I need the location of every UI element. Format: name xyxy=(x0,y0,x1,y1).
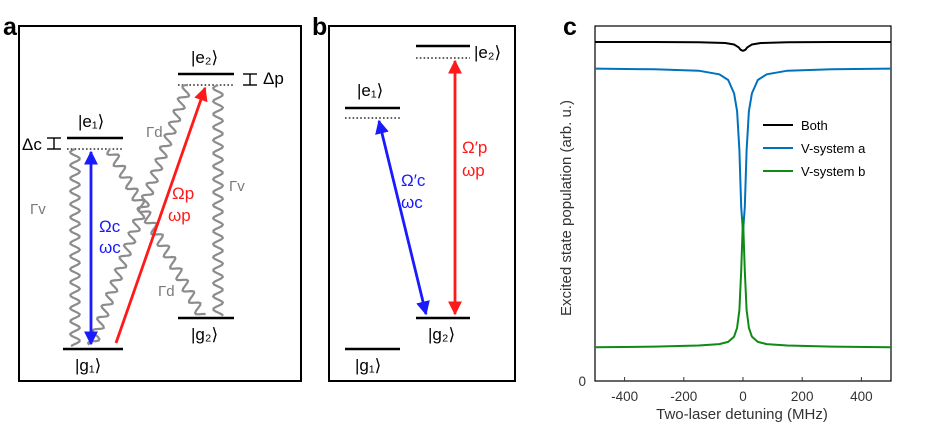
panel-b-letter: b xyxy=(312,13,327,41)
panel-c: c Two-laser detuning (MHz) Excited state… xyxy=(558,13,892,423)
plot-frame xyxy=(594,25,892,382)
decay-wave-gv-right xyxy=(211,84,225,317)
label-freq-p-a: ωp xyxy=(168,206,191,225)
label-g1-b: |g₁⟩ xyxy=(355,356,381,375)
label-delta-p: Δp xyxy=(263,69,284,88)
panel-a-letter: a xyxy=(3,13,18,41)
label-e2-b: |e₂⟩ xyxy=(474,43,501,62)
label-e1-b: |e₁⟩ xyxy=(357,81,383,100)
label-freq-c-b: ωc xyxy=(401,193,423,212)
detuning-marker-p xyxy=(243,73,257,86)
label-gamma-d-bottom: Γd xyxy=(158,283,175,300)
x-tick-label: 0 xyxy=(739,389,747,404)
series-line-3 xyxy=(594,216,892,349)
decay-wave-gd-bottom xyxy=(106,148,206,316)
label-omega-p-b: Ω′p xyxy=(462,138,487,157)
y-axis-label: Excited state population (arb. u.) xyxy=(558,100,575,316)
panel-c-letter: c xyxy=(563,13,577,41)
x-tick-label: 400 xyxy=(850,389,873,404)
series-line-1 xyxy=(595,41,891,52)
label-gamma-d-top: Γd xyxy=(146,124,163,141)
label-omega-c-b: Ω′c xyxy=(401,171,426,190)
panel-b: b |e₁⟩ |e₂⟩ |g₁⟩ |g₂⟩ Ω′c ωc Ω′p ωp xyxy=(312,13,516,382)
label-freq-c-a: ωc xyxy=(99,238,121,257)
label-g2-a: |g₂⟩ xyxy=(191,325,218,344)
detuning-marker-c xyxy=(47,137,61,150)
label-g2-b: |g₂⟩ xyxy=(428,325,455,344)
label-delta-c: Δc xyxy=(22,135,42,154)
panel-b-frame xyxy=(328,25,516,382)
decay-wave-gd-top xyxy=(86,83,191,346)
x-tick-label: -400 xyxy=(611,389,638,404)
panel-a: a |e₁⟩ |e₂⟩ |g₁⟩ |g₂⟩ Δc Δp Γv xyxy=(3,13,302,382)
label-g1-a: |g₁⟩ xyxy=(75,356,101,375)
label-e1-a: |e₁⟩ xyxy=(78,112,104,131)
x-tick-label: -200 xyxy=(670,389,697,404)
decay-wave-gv-left xyxy=(68,148,82,347)
coupling-arrow-b xyxy=(375,119,430,316)
probe-arrow-a xyxy=(114,86,208,344)
label-e2-a: |e₂⟩ xyxy=(191,48,218,67)
label-freq-p-b: ωp xyxy=(462,161,485,180)
x-tick-label: 200 xyxy=(791,389,814,404)
label-gamma-v-right: Γv xyxy=(229,178,245,195)
legend-label: Both xyxy=(801,118,828,133)
label-gamma-v-left: Γv xyxy=(30,201,46,218)
y-tick-label: 0 xyxy=(578,374,586,389)
label-omega-p-a: Ωp xyxy=(172,184,194,203)
x-axis-label: Two-laser detuning (MHz) xyxy=(656,406,828,423)
legend-label: V-system a xyxy=(801,141,866,156)
label-omega-c-a: Ωc xyxy=(99,217,121,236)
legend-label: V-system b xyxy=(801,164,865,179)
panel-a-frame xyxy=(18,25,302,382)
